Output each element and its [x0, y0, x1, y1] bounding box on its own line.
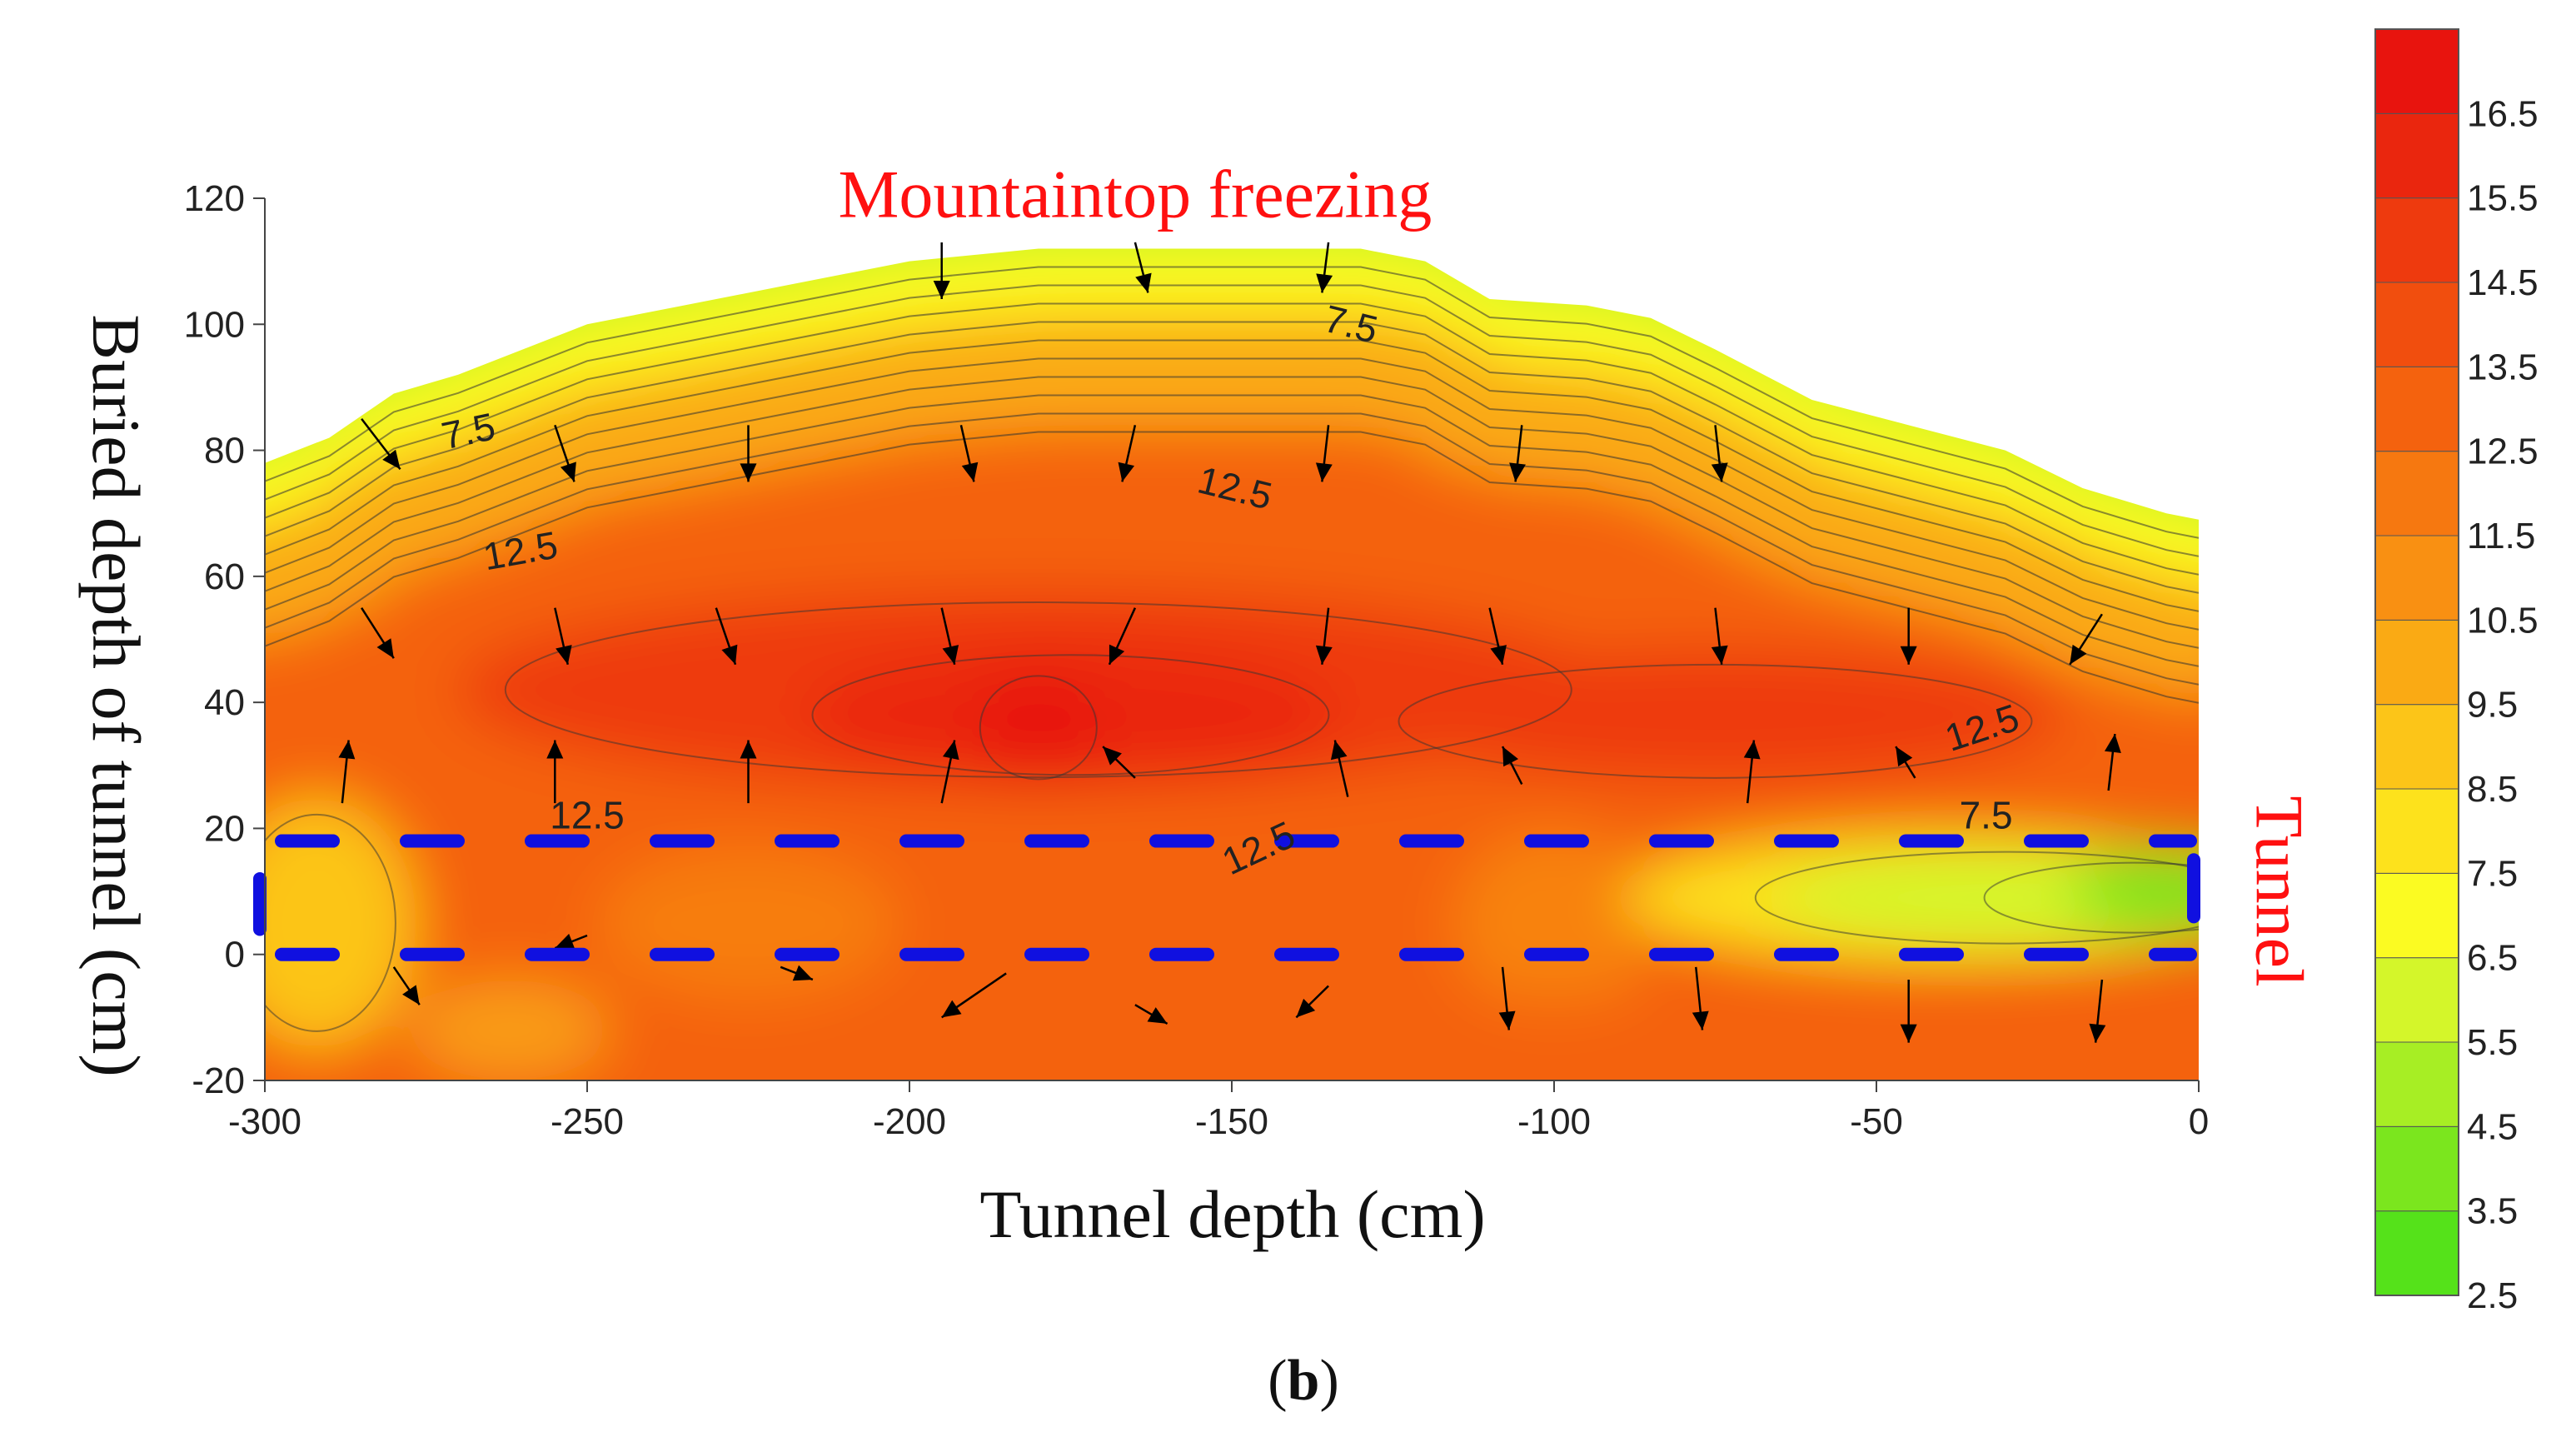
- y-tick-label: 120: [184, 178, 245, 219]
- y-tick-label: 60: [204, 556, 245, 597]
- panel-letter: b: [1288, 1349, 1320, 1413]
- colorbar-tick-label: 13.5: [2467, 347, 2539, 387]
- colorbar-swatch: [2374, 112, 2459, 199]
- colorbar-swatch: [2374, 197, 2459, 283]
- contour-label: 7.5: [1960, 793, 2013, 836]
- annotation-mountaintop-freezing: Mountaintop freezing: [839, 157, 1432, 232]
- colorbar-tick-label: 10.5: [2467, 600, 2539, 641]
- x-tick-label: -250: [551, 1101, 624, 1142]
- colorbar-swatch: [2374, 619, 2459, 706]
- y-tick-label: 40: [204, 682, 245, 723]
- y-tick-label: 20: [204, 808, 245, 849]
- x-tick-label: -300: [228, 1101, 301, 1142]
- colorbar-swatch: [2374, 957, 2459, 1043]
- colorbar: 2.5 3.5 4.5 5.5 6.5 7.5 8.5 9.5 10.5 11.5 12.5 13.5…: [2374, 28, 2539, 1316]
- colorbar-swatch: [2374, 28, 2459, 114]
- y-tick-label: 0: [225, 935, 245, 975]
- colorbar-frame: [2374, 28, 2459, 1296]
- colorbar-tick-label: 16.5: [2467, 93, 2539, 134]
- x-tick-label: 0: [2189, 1101, 2209, 1142]
- colorbar-swatch: [2374, 1210, 2459, 1296]
- panel-label: (b): [1268, 1349, 1339, 1413]
- annotations: Mountaintop freezing Tunnel: [839, 157, 2318, 987]
- colorbar-tick-label: 4.5: [2467, 1106, 2518, 1147]
- colorbar-tick-label: 3.5: [2467, 1191, 2518, 1232]
- contour-label: 7.5: [438, 404, 499, 457]
- colorbar-tick-label: 2.5: [2467, 1275, 2518, 1316]
- y-tick-label: 100: [184, 304, 245, 345]
- colorbar-swatch: [2374, 704, 2459, 790]
- x-tick-label: -50: [1850, 1101, 1903, 1142]
- colorbar-swatch: [2374, 872, 2459, 959]
- contour-label: 12.5: [550, 793, 625, 836]
- colorbar-tick-label: 5.5: [2467, 1022, 2518, 1063]
- colorbar-swatch: [2374, 1125, 2459, 1212]
- colorbar-tick-label: 7.5: [2467, 853, 2518, 894]
- colorbar-tick-label: 8.5: [2467, 769, 2518, 810]
- colorbar-tick-label: 11.5: [2467, 516, 2535, 556]
- colorbar-swatch: [2374, 366, 2459, 452]
- colorbar-swatch: [2374, 788, 2459, 874]
- x-tick-label: -150: [1195, 1101, 1268, 1142]
- y-axis-title: Buried depth of tunnel (cm): [78, 314, 154, 1076]
- x-axis-title: Tunnel depth (cm): [979, 1176, 1485, 1252]
- x-tick-label: -100: [1517, 1101, 1591, 1142]
- colorbar-tick-label: 14.5: [2467, 262, 2539, 303]
- y-tick-label: 80: [204, 431, 245, 472]
- tunnel-zone: [253, 834, 2200, 961]
- colorbar-swatch: [2374, 1041, 2459, 1127]
- colorbar-tick-label: 12.5: [2467, 432, 2539, 472]
- colorbar-tick-label: 9.5: [2467, 685, 2518, 726]
- colorbar-tick-label: 15.5: [2467, 178, 2539, 219]
- colorbar-tick-label: 6.5: [2467, 938, 2518, 979]
- colorbar-swatch: [2374, 282, 2459, 367]
- colorbar-swatch: [2374, 451, 2459, 536]
- annotation-tunnel: Tunnel: [2242, 796, 2318, 986]
- colorbar-swatch: [2374, 535, 2459, 621]
- temperature-field: [265, 248, 2199, 1080]
- y-tick-label: -20: [192, 1060, 245, 1101]
- x-tick-label: -200: [873, 1101, 946, 1142]
- heat-flow-arrows: [338, 242, 2121, 1043]
- contour-lines: [265, 266, 2199, 1032]
